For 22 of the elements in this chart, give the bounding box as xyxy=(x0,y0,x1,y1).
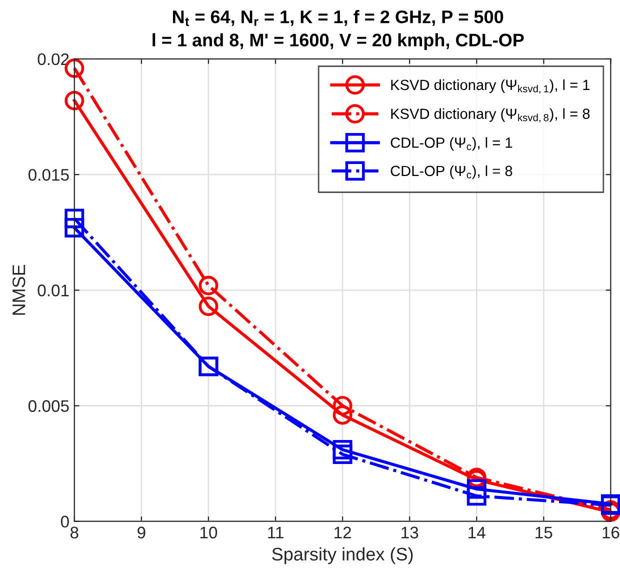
y-axis-title: NMSE xyxy=(12,264,26,315)
chart-title: N$_{t}$ = 64, N$_{r}$ = 1, K = 1, f = 2 GHz, P = 500 xyxy=(172,10,504,26)
x-tick-label: 13 xyxy=(402,526,418,538)
x-tick-label: 15 xyxy=(536,526,552,538)
y-tick-label: 0.015 xyxy=(28,168,69,181)
y-tick-label: 0.01 xyxy=(38,284,69,296)
legend-label: CDL-OP (Ψ$_{c}$), l = 1 xyxy=(390,137,512,151)
y-tick-label: 0 xyxy=(60,516,69,528)
x-tick-label: 11 xyxy=(268,526,284,538)
legend-label: CDL-OP (Ψ$_{c}$), l = 8 xyxy=(390,165,512,179)
y-tick-label: 0.02 xyxy=(38,53,69,66)
x-tick-label: 8 xyxy=(70,526,78,538)
x-axis-title: Sparsity index (S) xyxy=(272,547,413,564)
x-tick-label: 12 xyxy=(334,526,351,538)
legend-label: KSVD dictionary (Ψ$_{ksvd,8}$), l = 8 xyxy=(391,108,590,122)
x-tick-label: 10 xyxy=(200,526,218,538)
legend-label: KSVD dictionary (Ψ$_{ksvd,1}$), l = 1 xyxy=(391,79,590,94)
chart-subtitle: l = 1 and 8, M' = 1600, V = 20 kmph, CDL-OP xyxy=(152,33,524,50)
x-tick-label: 14 xyxy=(468,526,486,538)
y-tick-label: 0.005 xyxy=(28,400,69,412)
x-tick-label: 9 xyxy=(138,526,146,538)
x-tick-label: 16 xyxy=(602,526,620,538)
